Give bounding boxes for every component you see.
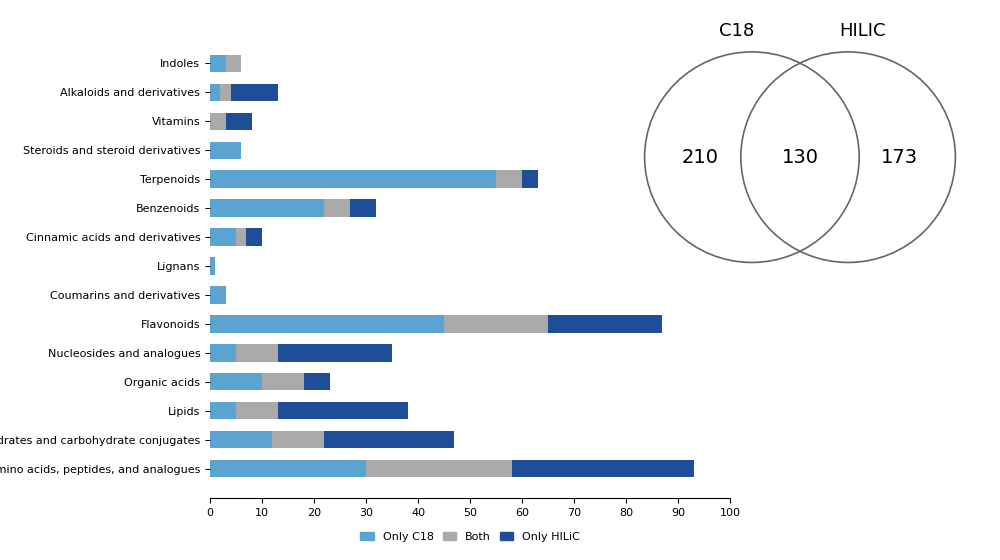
Bar xyxy=(210,170,496,188)
Text: C18: C18 xyxy=(719,22,755,40)
Bar xyxy=(246,228,262,246)
Bar xyxy=(236,228,246,246)
Bar xyxy=(210,113,226,130)
Bar xyxy=(210,286,226,304)
Text: 173: 173 xyxy=(881,148,918,167)
Bar xyxy=(210,142,241,159)
Bar xyxy=(210,431,272,449)
Bar xyxy=(278,402,408,419)
Bar xyxy=(210,460,366,477)
Bar xyxy=(210,199,324,217)
Bar xyxy=(210,228,236,246)
Bar xyxy=(210,373,262,390)
Bar xyxy=(496,170,522,188)
Bar xyxy=(324,199,350,217)
Bar xyxy=(210,402,236,419)
Bar xyxy=(226,55,241,72)
Bar xyxy=(262,373,304,390)
Bar xyxy=(366,460,512,477)
Legend: Only C18, Both, Only HILiC: Only C18, Both, Only HILiC xyxy=(356,528,584,547)
Bar xyxy=(522,170,538,188)
Bar xyxy=(210,315,444,333)
Bar xyxy=(210,257,215,275)
Bar xyxy=(548,315,662,333)
Bar xyxy=(444,315,548,333)
Bar xyxy=(220,83,231,101)
Bar xyxy=(210,83,220,101)
Bar xyxy=(272,431,324,449)
Bar xyxy=(210,55,226,72)
Text: HILIC: HILIC xyxy=(840,22,886,40)
Text: 210: 210 xyxy=(682,148,719,167)
Bar xyxy=(512,460,694,477)
Bar xyxy=(304,373,330,390)
Bar xyxy=(278,344,392,362)
Bar xyxy=(210,344,236,362)
Bar xyxy=(350,199,376,217)
Bar xyxy=(231,83,278,101)
Bar xyxy=(226,113,252,130)
Text: 130: 130 xyxy=(782,148,818,167)
Bar xyxy=(324,431,454,449)
Bar xyxy=(236,344,278,362)
Bar xyxy=(236,402,278,419)
